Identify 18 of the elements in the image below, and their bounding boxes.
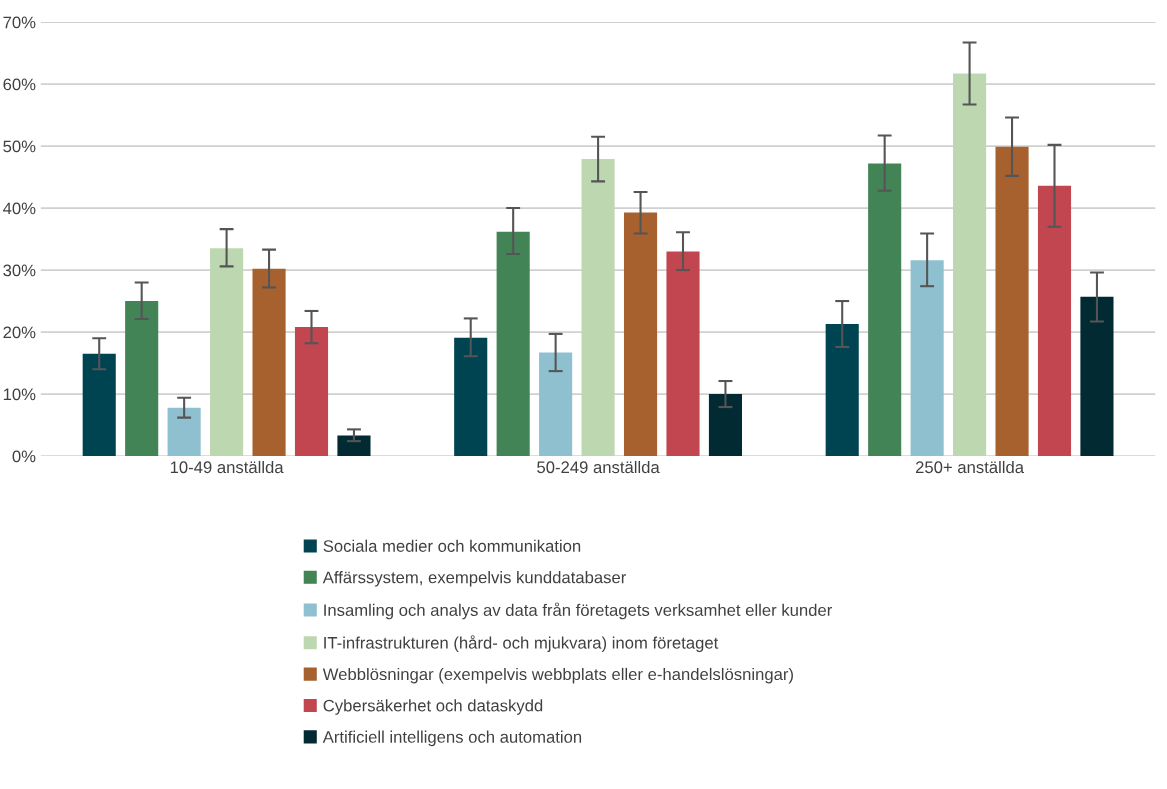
y-tick-label: 30% bbox=[3, 264, 36, 277]
x-tick-label: 10-49 anställda bbox=[170, 460, 284, 474]
y-tick-label: 20% bbox=[3, 326, 36, 339]
legend-label: Cybersäkerhet och dataskydd bbox=[323, 699, 543, 715]
y-tick-label: 70% bbox=[3, 16, 36, 29]
legend-label: IT-infrastrukturen (hård- och mjukvara) inom företaget bbox=[324, 635, 719, 653]
legend-label: Insamling och analys av data från företagets verksamhet eller kunder bbox=[324, 602, 832, 620]
legend-label: Webblösningar (exempelvis webbplats eller e-handelslösningar) bbox=[322, 667, 793, 684]
y-tick-label: 10% bbox=[3, 388, 36, 401]
y-tick-label: 40% bbox=[3, 202, 36, 215]
y-tick-label: 0% bbox=[12, 450, 36, 463]
y-tick-label: 60% bbox=[3, 78, 36, 91]
legend-label: Sociala medier och kommunikation bbox=[323, 539, 581, 552]
y-tick-label: 50% bbox=[3, 140, 36, 153]
x-tick-label: 250+ anställda bbox=[915, 460, 1025, 474]
legend-label: Affärssystem, exempelvis kunddatabaser bbox=[322, 571, 627, 587]
x-tick-label: 50-249 anställda bbox=[537, 460, 660, 474]
legend-label: Artificiell intelligens och automation bbox=[322, 730, 582, 747]
